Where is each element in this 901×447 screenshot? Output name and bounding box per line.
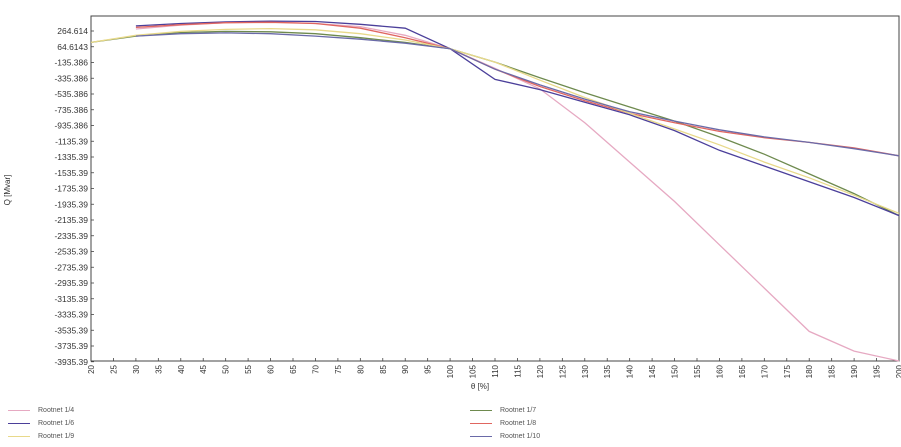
legend-item: Rootnet 1/6 [8,418,74,429]
y-axis-label: Q [Mvar] [3,175,12,206]
y-axis: 264.614 64.6143 -135.386 -335.386 -535.386 -7… [54,26,94,367]
y-tick-label: -1335.39 [54,152,88,162]
x-tick-label: 195 [873,364,882,378]
x-tick-label: 140 [626,364,635,378]
y-tick-label: -3335.39 [54,310,88,320]
legend-swatch [8,410,30,411]
y-tick-label: -2335.39 [54,231,88,241]
y-tick-label: -1535.39 [54,168,88,178]
x-tick-label: 65 [289,364,298,373]
x-tick-label: 125 [558,364,567,378]
legend-swatch [470,410,492,411]
y-tick-label: -3735.39 [54,341,88,351]
x-tick-label: 90 [401,364,410,373]
legend-swatch [8,436,30,437]
chart: 264.614 64.6143 -135.386 -335.386 -535.386 -7… [3,15,901,391]
x-tick-label: 80 [356,364,365,373]
y-tick-label: -735.386 [54,105,88,115]
x-tick-label: 120 [536,364,545,378]
x-axis-label: θ [%] [471,382,489,391]
y-tick-label: 264.614 [57,26,88,36]
legend-label: Rootnet 1/9 [38,433,75,440]
legend-label: Rootnet 1/4 [38,407,75,414]
series-line-6 [135,32,900,157]
x-tick-label: 130 [581,364,590,378]
x-tick-label: 165 [738,364,747,378]
series-lines [90,20,900,362]
x-tick-label: 110 [491,364,500,377]
y-tick-label: -3135.39 [54,294,88,304]
x-axis: 20 25 30 35 40 45 50 55 60 65 70 75 80 85 90 95 100 105 11… [87,358,901,378]
x-tick-label: 25 [109,364,118,373]
plot-area [90,15,900,362]
x-tick-label: 200 [895,364,901,378]
x-tick-label: 135 [603,364,612,378]
y-tick-label: -3535.39 [54,325,88,335]
series-line-3 [135,20,900,217]
y-tick-label: -335.386 [54,73,88,83]
series-line-4 [135,21,900,157]
x-tick-label: 55 [244,364,253,373]
x-tick-label: 150 [671,364,680,378]
y-tick-label: -2735.39 [54,262,88,272]
x-tick-label: 190 [850,364,859,378]
legend-label: Rootnet 1/10 [500,433,541,440]
y-tick-label: -3935.39 [54,357,88,367]
x-tick-label: 85 [379,364,388,373]
series-line-5 [90,27,900,214]
x-tick-label: 170 [760,364,769,378]
x-tick-label: 145 [648,364,657,378]
legend-label: Rootnet 1/7 [500,407,537,414]
y-tick-label: 64.6143 [57,42,88,52]
x-tick-label: 115 [513,364,522,377]
legend-swatch [8,423,30,424]
legend-label: Rootnet 1/8 [500,420,537,427]
legend-item: Rootnet 1/9 [8,431,74,442]
legend-item: Rootnet 1/4 [8,405,74,416]
legend-item: Rootnet 1/10 [470,431,540,442]
y-tick-label: -2935.39 [54,278,88,288]
x-tick-label: 155 [693,364,702,378]
x-tick-label: 35 [154,364,163,373]
y-tick-label: -535.386 [54,89,88,99]
x-tick-label: 20 [87,364,96,373]
y-tick-label: -1735.39 [54,184,88,194]
x-tick-label: 95 [424,364,433,373]
y-tick-label: -2135.39 [54,215,88,225]
x-tick-label: 185 [828,364,837,378]
x-tick-label: 40 [177,364,186,373]
legend: Rootnet 1/4 Rootnet 1/7 Rootnet 1/6 Rootnet… [0,403,901,447]
x-tick-label: 45 [199,364,208,373]
legend-swatch [470,436,492,437]
legend-label: Rootnet 1/6 [38,420,75,427]
x-tick-label: 75 [334,364,343,373]
x-tick-label: 70 [311,364,320,373]
legend-swatch [470,423,492,424]
x-tick-label: 60 [267,364,276,373]
x-tick-label: 160 [715,364,724,378]
legend-item: Rootnet 1/7 [470,405,536,416]
y-tick-label: -1135.39 [55,136,88,146]
x-tick-label: 180 [805,364,814,378]
legend-item: Rootnet 1/8 [470,418,536,429]
x-tick-label: 105 [469,364,478,378]
y-tick-label: -1935.39 [54,199,88,209]
y-tick-label: -2535.39 [54,247,88,257]
y-tick-label: -935.386 [54,121,88,131]
x-tick-label: 50 [222,364,231,373]
x-tick-label: 175 [783,364,792,378]
y-tick-label: -135.386 [54,58,88,68]
x-tick-label: 30 [132,364,141,373]
x-tick-label: 100 [446,364,455,378]
